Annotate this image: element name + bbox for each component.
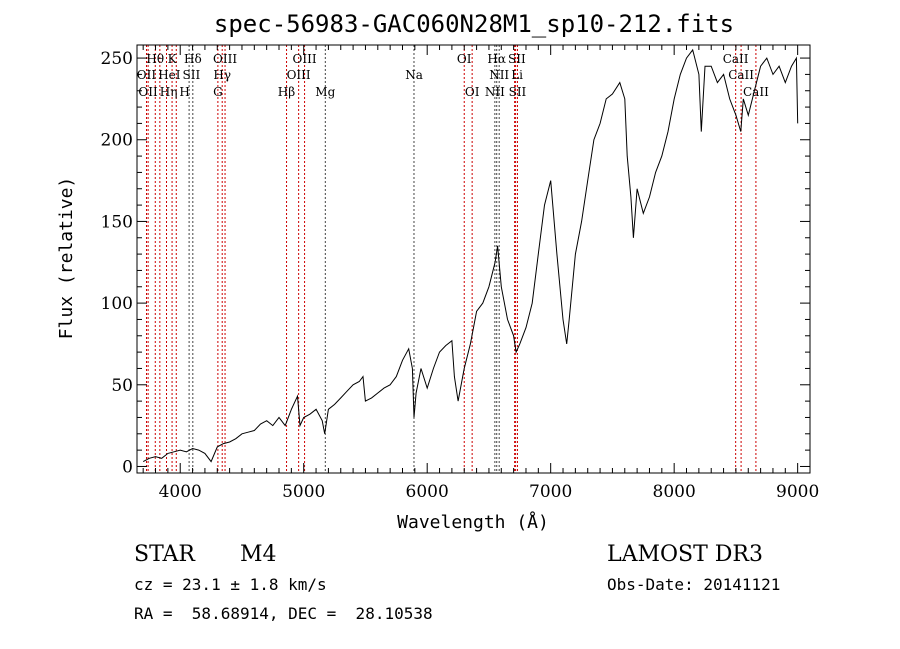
spectral-line-label: NII (489, 68, 509, 82)
spectral-line-label: OIII (293, 52, 317, 66)
y-tick-label: 0 (122, 457, 133, 477)
spectral-line-label: Na (405, 68, 423, 82)
spectral-line-label: OIII (213, 52, 237, 66)
x-axis-label: Wavelength (Å) (397, 511, 549, 533)
y-tick-label: 150 (101, 212, 133, 232)
spectral-line-label: G (213, 85, 223, 99)
plot-frame (136, 44, 811, 474)
observation-date: Obs-Date: 20141121 (607, 575, 781, 594)
object-class: STAR (134, 542, 195, 567)
redshift-velocity: cz = 23.1 ± 1.8 km/s (134, 575, 327, 594)
object-subclass: M4 (240, 542, 277, 567)
y-tick-label: 250 (101, 49, 133, 69)
spectral-line-label: OII (138, 85, 158, 99)
x-tick-label: 5000 (282, 482, 325, 502)
survey-name: LAMOST DR3 (607, 542, 763, 567)
spectral-line-label: Hβ (278, 85, 295, 99)
x-tick-label: 7000 (529, 482, 572, 502)
spectral-line-label: Hα (487, 52, 506, 66)
spectral-line-label: CaII (728, 68, 754, 82)
spectral-line-label: Li (511, 68, 523, 82)
x-tick-label: 6000 (406, 482, 449, 502)
spectral-line-label: Hγ (213, 68, 231, 82)
spectral-line-label: Hη (160, 85, 178, 99)
spectral-line-label: K (168, 52, 178, 66)
x-tick-label: 4000 (159, 482, 202, 502)
coordinates: RA = 58.68914, DEC = 28.10538 (134, 604, 433, 623)
spectral-line-label: CaII (723, 52, 749, 66)
spectral-line-label: OI (465, 85, 480, 99)
spectral-line-label: OI (457, 52, 472, 66)
spectral-line-label: Mg (315, 85, 335, 99)
spectral-line-label: NII (485, 85, 505, 99)
x-tick-label: 8000 (653, 482, 696, 502)
y-tick-label: 50 (111, 376, 133, 396)
spectral-line-label: SII (508, 52, 526, 66)
spectral-line-label: H (179, 85, 189, 99)
spectral-line-label: HeI (158, 68, 181, 82)
spectral-line-label: OIII (287, 68, 311, 82)
y-axis-label: Flux (relative) (56, 177, 77, 340)
y-tick-label: 200 (101, 131, 133, 151)
x-tick-label: 9000 (776, 482, 819, 502)
spectral-line-label: CaII (743, 85, 769, 99)
spectral-line-label: Hδ (184, 52, 202, 66)
chart-title: spec-56983-GAC060N28M1_sp10-212.fits (214, 10, 734, 38)
spectral-line-label: SII (183, 68, 201, 82)
y-tick-label: 100 (101, 294, 133, 314)
spectral-line-label: SII (509, 85, 527, 99)
spectral-line-label: Hθ (146, 52, 164, 66)
spectrum-line (142, 48, 799, 463)
spectral-line-label: OII (137, 68, 157, 82)
